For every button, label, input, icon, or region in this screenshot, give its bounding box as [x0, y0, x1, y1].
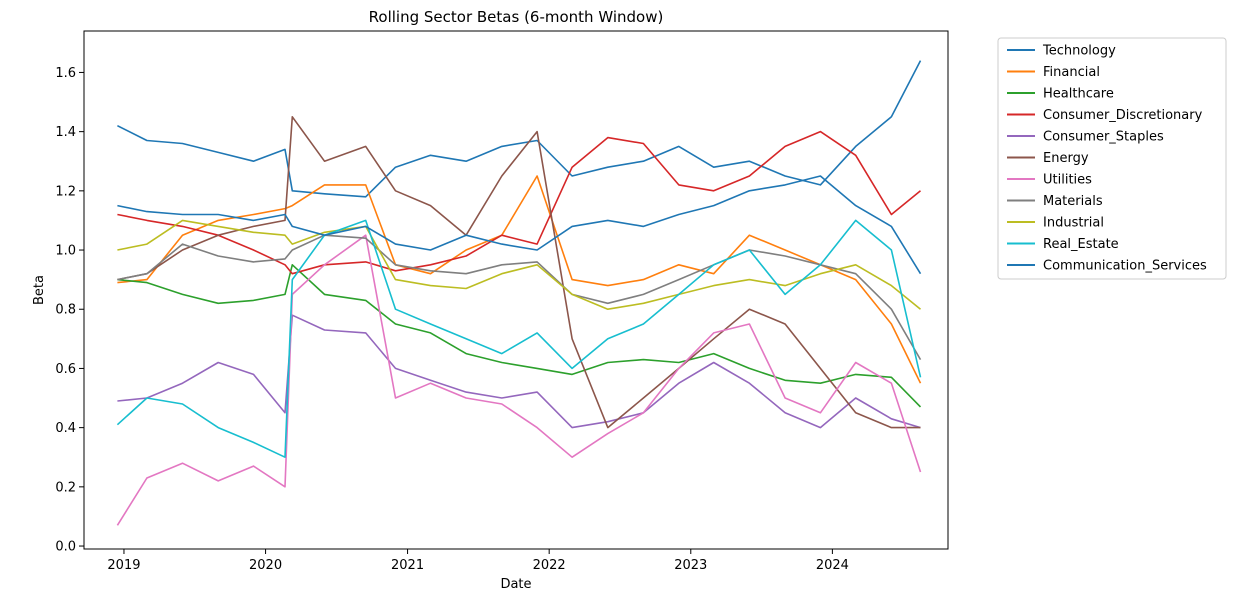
series-line-utilities: [116, 234, 922, 526]
legend-label-utilities: Utilities: [1043, 173, 1092, 188]
legend-label-consumer-discretionary: Consumer_Discretionary: [1043, 108, 1203, 123]
legend-label-communication-services: Communication_Services: [1043, 259, 1207, 274]
legend-box: [997, 37, 1227, 280]
legend-label-consumer-staples: Consumer_Staples: [1043, 130, 1164, 145]
legend-label-real-estate: Real_Estate: [1043, 237, 1119, 252]
series-line-technology: [117, 60, 922, 198]
series-line-materials: [117, 234, 922, 361]
legend-label-industrial: Industrial: [1043, 216, 1104, 231]
series-line-consumer-discretionary: [117, 130, 922, 275]
x-axis: 2019 2020 2021 2022 2023 2024: [107, 549, 849, 573]
series-line-real-estate: [116, 219, 922, 459]
x-tick-label: 2019: [107, 558, 140, 573]
x-axis-label: Date: [500, 577, 531, 592]
series-line-energy: [117, 116, 921, 429]
legend: Technology Financial Healthcare Consumer_Di…: [997, 37, 1227, 280]
x-tick-label: 2022: [533, 558, 566, 573]
legend-label-energy: Energy: [1043, 151, 1089, 166]
series-line-communication-services: [117, 175, 922, 275]
y-axis: 0.0 0.2 0.4 0.6 0.8 1.0 1.2 1.4 1.6: [55, 66, 84, 555]
x-tick-label: 2023: [674, 558, 707, 573]
x-tick-label: 2024: [816, 558, 849, 573]
y-tick-label: 1.0: [55, 244, 76, 259]
series-line-consumer-staples: [117, 314, 921, 429]
y-tick-label: 0.4: [55, 421, 76, 436]
y-tick-label: 1.6: [55, 66, 76, 81]
plot-frame: [83, 30, 949, 550]
x-tick-label: 2020: [249, 558, 282, 573]
series-line-healthcare: [117, 263, 922, 408]
plot-lines: [116, 60, 922, 526]
y-axis-label: Beta: [32, 275, 47, 305]
legend-label-healthcare: Healthcare: [1043, 87, 1114, 102]
legend-label-financial: Financial: [1043, 65, 1100, 80]
y-tick-label: 0.6: [55, 362, 76, 377]
y-tick-label: 1.2: [55, 184, 76, 199]
x-tick-label: 2021: [391, 558, 424, 573]
series-line-industrial: [117, 219, 922, 311]
legend-label-technology: Technology: [1042, 44, 1116, 59]
legend-label-materials: Materials: [1043, 194, 1103, 209]
series-line-financial: [117, 175, 922, 384]
y-tick-label: 0.0: [55, 540, 76, 555]
chart-title: Rolling Sector Betas (6-month Window): [369, 8, 664, 26]
y-tick-label: 1.4: [55, 125, 76, 140]
y-tick-label: 0.8: [55, 303, 76, 318]
y-tick-label: 0.2: [55, 480, 76, 495]
